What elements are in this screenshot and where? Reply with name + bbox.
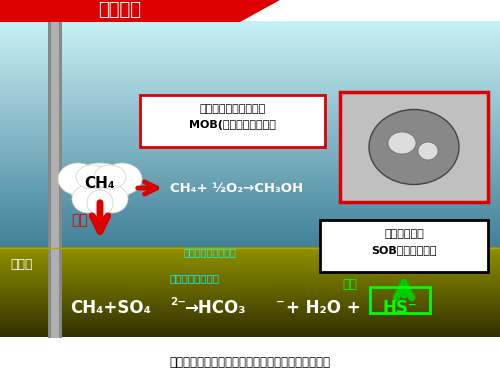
Text: MOB(水柱・海底環境）: MOB(水柱・海底環境） [189, 120, 276, 130]
Ellipse shape [418, 142, 438, 160]
Text: 酸化: 酸化 [72, 213, 88, 227]
Text: 硫酸還元菌（還元）: 硫酸還元菌（還元） [184, 247, 236, 257]
Text: 嫌気性メタン酸化: 嫌気性メタン酸化 [170, 273, 220, 283]
Ellipse shape [76, 165, 108, 189]
Text: 掘削船底: 掘削船底 [98, 1, 142, 19]
Text: 硫黄酸化細菌: 硫黄酸化細菌 [384, 229, 424, 239]
Text: SOB（海底環境）: SOB（海底環境） [371, 245, 437, 255]
Text: + H₂O +: + H₂O + [286, 299, 360, 317]
Text: 図６．メタン酸化細菌および硫黄酸化細菌の概念図: 図６．メタン酸化細菌および硫黄酸化細菌の概念図 [170, 356, 330, 369]
Text: 酸化: 酸化 [342, 278, 357, 291]
Ellipse shape [58, 163, 98, 195]
Ellipse shape [68, 163, 132, 207]
Text: −: − [276, 297, 285, 307]
Text: CH₄+ ½O₂→CH₃OH: CH₄+ ½O₂→CH₃OH [170, 181, 303, 194]
Text: HS⁻: HS⁻ [382, 299, 418, 317]
Ellipse shape [388, 132, 416, 154]
Polygon shape [0, 0, 280, 22]
FancyBboxPatch shape [320, 220, 488, 272]
Text: CH₄: CH₄ [84, 175, 116, 191]
Text: →HCO₃: →HCO₃ [184, 299, 246, 317]
FancyBboxPatch shape [140, 95, 325, 147]
Ellipse shape [369, 110, 459, 185]
Text: 好気性メタン酸化細菌: 好気性メタン酸化細菌 [200, 104, 266, 114]
Ellipse shape [96, 185, 128, 213]
Ellipse shape [72, 185, 104, 213]
Ellipse shape [94, 165, 126, 189]
Ellipse shape [87, 190, 113, 216]
Text: CH₄+SO₄: CH₄+SO₄ [70, 299, 151, 317]
Text: 2−: 2− [170, 297, 186, 307]
FancyBboxPatch shape [340, 92, 488, 202]
Text: 生産井: 生産井 [11, 259, 33, 272]
Ellipse shape [102, 163, 142, 195]
